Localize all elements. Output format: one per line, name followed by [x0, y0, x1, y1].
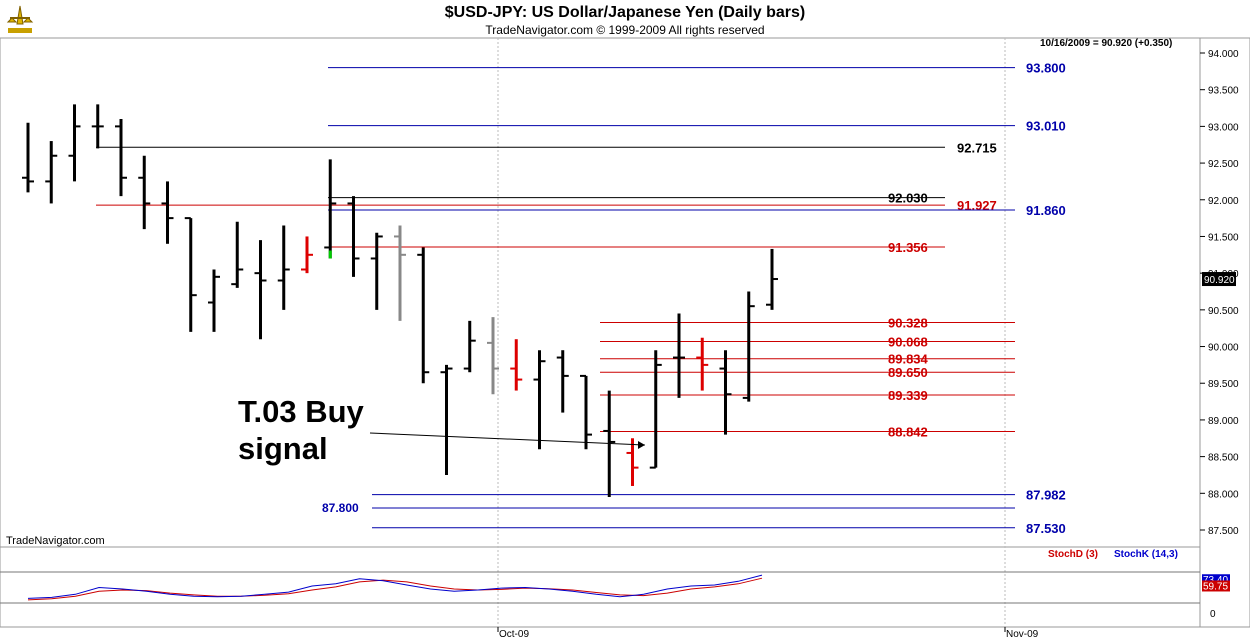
grid: [497, 38, 1006, 627]
ohlc-bar: [277, 225, 290, 310]
stochk-legend: StochK (14,3): [1114, 549, 1178, 560]
y-tick-label: 89.500: [1208, 379, 1239, 390]
y-tick-label: 90.000: [1208, 343, 1239, 354]
watermark: TradeNavigator.com: [6, 535, 105, 547]
ohlc-bar: [487, 317, 499, 395]
stochk-value-box: [1202, 574, 1230, 586]
level-label: 91.927: [957, 198, 997, 213]
stochastic-panel: 73.4059.750: [0, 571, 1230, 620]
ohlc-bar: [91, 104, 104, 149]
annotation-line-2: signal: [238, 431, 328, 466]
ohlc-bar: [208, 269, 220, 332]
chart-subtitle: TradeNavigator.com © 1999-2009 All right…: [485, 23, 765, 37]
y-tick-label: 94.000: [1208, 49, 1239, 60]
ohlc-bar: [417, 247, 430, 384]
ohlc-bar: [440, 364, 453, 475]
ohlc-bar: [138, 155, 151, 230]
last-bar-readout: 10/16/2009 = 90.920 (+0.350): [1040, 38, 1173, 49]
y-tick-label: 92.000: [1208, 196, 1239, 207]
level-label: 93.800: [1026, 61, 1066, 76]
ohlc-bar: [324, 159, 337, 259]
ohlc-bar: [22, 122, 34, 193]
level-label: 88.842: [888, 425, 928, 440]
stochd-value-box: [1202, 580, 1230, 592]
level-label: 90.328: [888, 315, 928, 330]
y-axis: 94.00093.50093.00092.50092.00091.50091.0…: [1200, 49, 1239, 537]
y-tick-label: 93.500: [1208, 86, 1239, 97]
ohlc-bar: [254, 240, 267, 340]
level-label: 89.834: [888, 352, 929, 367]
ohlc-bar: [580, 374, 592, 450]
level-label: 87.800: [322, 501, 359, 515]
y-tick-label: 88.000: [1208, 489, 1239, 500]
ohlc-bar: [649, 350, 662, 469]
stochd-value: 59.75: [1203, 581, 1228, 592]
level-label: 91.860: [1026, 203, 1066, 218]
y-tick-label: 91.500: [1208, 232, 1239, 243]
last-price-box: [1202, 272, 1236, 287]
ohlc-bar: [533, 350, 546, 450]
panel-frames: [0, 37, 1250, 628]
ohlc-bar: [556, 350, 569, 413]
ohlc-bar: [115, 119, 127, 197]
y-tick-label: 89.000: [1208, 416, 1239, 427]
level-label: 87.982: [1026, 488, 1066, 503]
ohlc-bar: [45, 141, 58, 204]
ohlc-bar: [301, 236, 313, 274]
ohlc-bar: [161, 181, 174, 244]
stochd-legend: StochD (3): [1048, 549, 1098, 560]
level-label: 91.356: [888, 240, 928, 255]
ohlc-bar: [231, 221, 244, 288]
y-tick-label: 88.500: [1208, 453, 1239, 464]
y-tick-label: 92.500: [1208, 159, 1239, 170]
ohlc-bar: [347, 196, 360, 277]
signal-arrow: [369, 432, 646, 449]
last-price-label: 90.920: [1204, 275, 1235, 286]
x-tick-label: Nov-09: [1006, 629, 1039, 640]
stochd-line: [27, 577, 763, 601]
ohlc-bar: [696, 337, 709, 391]
price-bars: [22, 104, 778, 497]
y-tick-label: 90.500: [1208, 306, 1239, 317]
stoch-zero-label: 0: [1210, 609, 1216, 620]
level-label: 93.010: [1026, 119, 1066, 134]
stochk-line: [27, 574, 763, 599]
ohlc-bar: [510, 339, 523, 391]
ohlc-bar: [766, 248, 778, 310]
level-label: 90.068: [888, 335, 928, 350]
ohlc-bar: [394, 225, 406, 321]
level-lines: 93.800 93.010 92.715 92.030 91.927 91.860 91.3…: [96, 61, 1066, 536]
trade-navigator-logo-icon: [6, 5, 34, 33]
ohlc-bar: [673, 313, 685, 398]
x-tick-label: Oct-09: [499, 629, 529, 640]
level-label: 87.530: [1026, 521, 1066, 536]
x-axis: Oct-09 Nov-09: [497, 627, 1039, 640]
chart-title: $USD-JPY: US Dollar/Japanese Yen (Daily …: [444, 4, 806, 21]
y-tick-label: 93.000: [1208, 122, 1239, 133]
ohlc-bar: [184, 217, 197, 332]
ohlc-bar: [742, 291, 755, 402]
level-label: 89.650: [888, 365, 928, 380]
ohlc-bar: [370, 232, 383, 310]
y-tick-label: 87.500: [1208, 526, 1239, 537]
level-label: 92.030: [888, 191, 928, 206]
ohlc-bar: [463, 320, 476, 373]
level-label: 92.715: [957, 140, 997, 155]
level-label: 89.339: [888, 388, 928, 403]
ohlc-bar: [68, 104, 81, 182]
annotation-line-1: T.03 Buy: [238, 394, 364, 429]
ohlc-bar: [626, 438, 639, 486]
ohlc-bar: [719, 350, 732, 435]
buy-signal-annotation: T.03 Buy signal: [238, 393, 398, 467]
